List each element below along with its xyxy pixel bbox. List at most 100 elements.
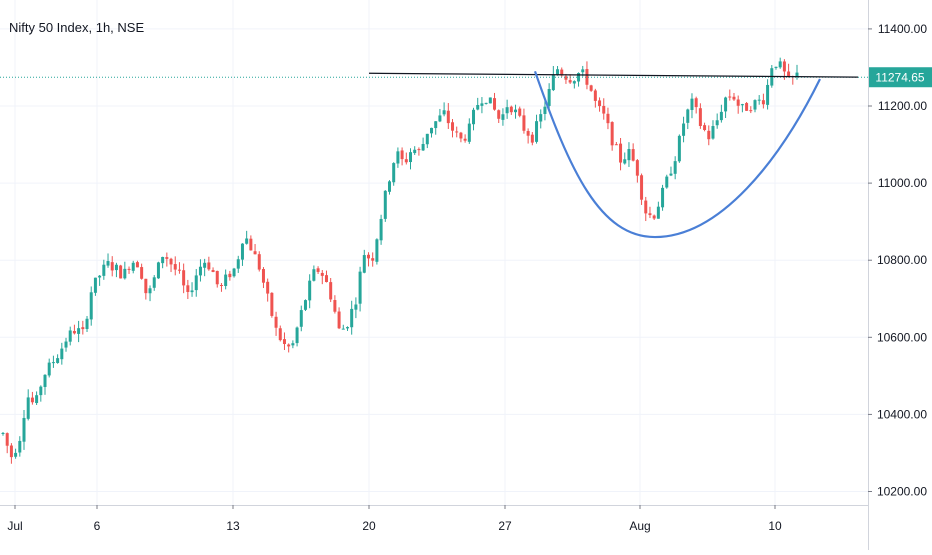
- candle-body: [417, 149, 421, 151]
- candle-body: [682, 123, 686, 136]
- candle-body: [257, 254, 261, 270]
- candle: [715, 113, 719, 129]
- candle-body: [131, 262, 135, 271]
- candle-body: [493, 98, 497, 110]
- candle: [366, 252, 370, 267]
- candle-body: [354, 304, 358, 310]
- x-tick-label: 20: [362, 519, 376, 533]
- candle-body: [593, 90, 597, 101]
- candle-body: [274, 316, 278, 328]
- candle: [694, 96, 698, 114]
- candle: [169, 257, 173, 273]
- candle: [610, 121, 614, 151]
- candle: [144, 278, 148, 300]
- candle-body: [26, 397, 30, 419]
- candle: [190, 282, 194, 297]
- candle: [749, 106, 753, 114]
- candle: [245, 230, 249, 245]
- candle: [493, 92, 497, 111]
- candle: [572, 80, 576, 89]
- candle: [526, 128, 530, 144]
- candle-body: [627, 149, 631, 161]
- candle-body: [610, 122, 614, 146]
- candle-body: [135, 262, 139, 268]
- candle-body: [451, 122, 455, 131]
- candle: [358, 266, 362, 312]
- candle-body: [261, 269, 265, 283]
- candle-body: [165, 257, 169, 259]
- candle-body: [299, 310, 303, 327]
- candle-body: [106, 261, 110, 266]
- candle: [236, 255, 240, 273]
- candle: [186, 279, 190, 300]
- candle: [640, 173, 644, 205]
- candle: [635, 158, 639, 183]
- candle: [568, 74, 572, 84]
- candle: [514, 104, 518, 119]
- candle-body: [72, 331, 76, 334]
- candle-body: [68, 330, 72, 342]
- candle-body: [640, 175, 644, 200]
- candle-body: [324, 275, 328, 283]
- candle: [463, 134, 467, 143]
- candle: [81, 320, 85, 335]
- candle-body: [291, 343, 295, 346]
- candle: [497, 109, 501, 123]
- candle: [22, 409, 26, 450]
- candle: [18, 436, 22, 457]
- candle-body: [518, 108, 522, 116]
- candle-body: [509, 106, 513, 113]
- candle-body: [400, 150, 404, 160]
- candle-body: [77, 328, 81, 334]
- candle: [711, 120, 715, 140]
- candle-body: [652, 215, 656, 219]
- candle: [127, 266, 131, 274]
- candle-body: [728, 96, 732, 98]
- candle: [106, 253, 110, 268]
- candle: [682, 116, 686, 143]
- candle-body: [329, 282, 333, 300]
- candle-body: [387, 181, 391, 192]
- candle-body: [232, 268, 236, 277]
- candle: [110, 256, 114, 277]
- candle: [602, 98, 606, 120]
- candle: [320, 270, 324, 285]
- candle-body: [119, 265, 123, 279]
- candle: [98, 275, 102, 286]
- candle: [686, 108, 690, 130]
- candle-body: [51, 362, 55, 364]
- candle: [274, 311, 278, 336]
- candle-body: [795, 72, 799, 77]
- x-tick-label: Aug: [629, 519, 650, 533]
- candle: [669, 166, 673, 177]
- candle: [85, 316, 89, 333]
- candle-body: [623, 159, 627, 164]
- candle: [614, 141, 618, 146]
- y-tick-label: 10800.00: [877, 253, 927, 267]
- candle: [266, 278, 270, 302]
- candle: [677, 134, 681, 163]
- candle-body: [690, 98, 694, 110]
- candle-body: [64, 341, 68, 348]
- candle: [518, 106, 522, 118]
- candle-body: [459, 132, 463, 139]
- candle-body: [476, 105, 480, 110]
- candle: [140, 263, 144, 280]
- candle-body: [413, 149, 417, 154]
- candle: [303, 299, 307, 312]
- candle: [5, 432, 9, 454]
- candle: [740, 103, 744, 113]
- candle: [606, 107, 610, 130]
- candle: [341, 324, 345, 330]
- candle: [476, 97, 480, 111]
- last-price-badge-bg: [869, 67, 932, 88]
- candle: [299, 305, 303, 332]
- candle-body: [22, 417, 26, 442]
- candle: [757, 95, 761, 105]
- rim-line: [368, 72, 859, 78]
- candle: [203, 258, 207, 277]
- candle-body: [341, 328, 345, 330]
- candle: [442, 102, 446, 117]
- candle: [417, 147, 421, 156]
